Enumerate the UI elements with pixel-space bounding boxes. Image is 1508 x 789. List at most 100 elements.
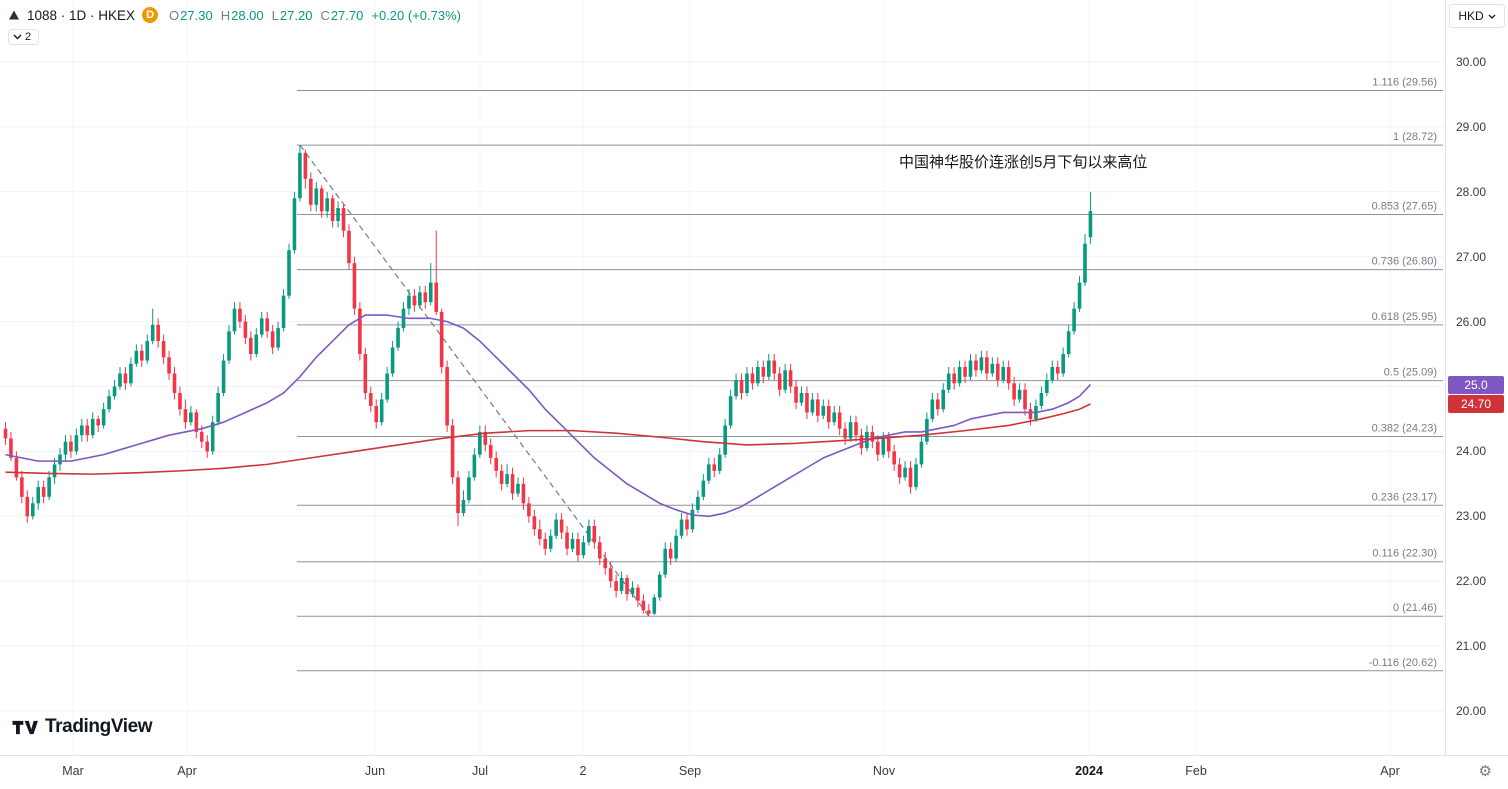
candle-body[interactable]	[543, 539, 548, 549]
candle-body[interactable]	[254, 334, 259, 355]
candle-body[interactable]	[608, 568, 613, 582]
candle-body[interactable]	[472, 454, 477, 478]
candle-body[interactable]	[30, 503, 35, 517]
candle-body[interactable]	[161, 341, 166, 358]
candle-body[interactable]	[990, 363, 995, 374]
candle-body[interactable]	[897, 464, 902, 478]
candle-body[interactable]	[521, 483, 526, 504]
candle-body[interactable]	[314, 188, 319, 205]
candle-body[interactable]	[723, 425, 727, 455]
candle-body[interactable]	[968, 360, 973, 377]
trendline[interactable]	[299, 144, 650, 617]
candle-body[interactable]	[952, 373, 956, 384]
candle-body[interactable]	[766, 360, 771, 377]
candle-body[interactable]	[194, 412, 199, 432]
candle-body[interactable]	[101, 409, 106, 426]
candle-body[interactable]	[129, 363, 133, 384]
candle-body[interactable]	[1023, 389, 1027, 410]
candle-body[interactable]	[374, 405, 379, 423]
candle-body[interactable]	[69, 441, 73, 452]
candle-body[interactable]	[641, 600, 646, 611]
candle-body[interactable]	[985, 357, 989, 374]
candle-body[interactable]	[979, 357, 984, 371]
candle-body[interactable]	[826, 405, 831, 423]
candle-body[interactable]	[739, 380, 744, 393]
candle-body[interactable]	[270, 331, 275, 348]
candle-body[interactable]	[668, 548, 673, 559]
candle-body[interactable]	[150, 324, 155, 342]
candle-body[interactable]	[935, 399, 940, 410]
candle-body[interactable]	[145, 341, 150, 361]
candle-body[interactable]	[946, 373, 951, 390]
candle-body[interactable]	[36, 487, 41, 504]
candle-body[interactable]	[428, 282, 433, 303]
candle-body[interactable]	[390, 347, 395, 374]
candle-body[interactable]	[886, 438, 891, 452]
candle-body[interactable]	[587, 526, 591, 543]
candle-body[interactable]	[243, 321, 248, 338]
candle-body[interactable]	[167, 357, 171, 374]
candle-body[interactable]	[843, 428, 847, 439]
candle-body[interactable]	[532, 516, 537, 530]
candle-body[interactable]	[597, 542, 602, 559]
candle-body[interactable]	[1088, 211, 1093, 238]
candle-body[interactable]	[309, 178, 313, 205]
candle-body[interactable]	[499, 470, 504, 484]
candle-body[interactable]	[685, 519, 689, 530]
chart-annotation-text[interactable]: 中国神华股价连涨创5月下旬以来高位	[899, 154, 1148, 171]
candle-body[interactable]	[259, 318, 264, 335]
candle-body[interactable]	[657, 574, 662, 598]
candle-body[interactable]	[707, 464, 711, 481]
candle-body[interactable]	[336, 208, 340, 222]
candle-body[interactable]	[734, 380, 738, 397]
candle-body[interactable]	[488, 444, 493, 458]
candle-body[interactable]	[919, 441, 924, 465]
candle-body[interactable]	[90, 418, 95, 436]
candle-body[interactable]	[47, 477, 51, 497]
candle-body[interactable]	[696, 496, 700, 510]
candle-body[interactable]	[1072, 308, 1076, 332]
candle-body[interactable]	[368, 392, 373, 406]
time-axis[interactable]: ⚙ Mar Apr Jun Jul 2 Sep Nov 2024 Feb Apr	[0, 755, 1508, 789]
candle-body[interactable]	[505, 474, 509, 484]
candle-body[interactable]	[439, 311, 444, 368]
candle-body[interactable]	[80, 425, 84, 436]
candle-body[interactable]	[870, 431, 875, 442]
candle-body[interactable]	[527, 503, 531, 517]
candle-body[interactable]	[816, 399, 820, 416]
candle-body[interactable]	[565, 532, 569, 549]
candle-body[interactable]	[401, 308, 406, 329]
candle-body[interactable]	[227, 331, 231, 361]
candle-body[interactable]	[292, 198, 297, 251]
candle-body[interactable]	[805, 392, 809, 413]
candle-body[interactable]	[903, 467, 907, 478]
candle-body[interactable]	[287, 250, 291, 296]
candle-body[interactable]	[1028, 409, 1033, 419]
candle-body[interactable]	[265, 318, 269, 332]
candle-body[interactable]	[276, 328, 280, 348]
candle-body[interactable]	[663, 548, 667, 575]
candle-body[interactable]	[85, 425, 90, 436]
candle-body[interactable]	[385, 373, 389, 400]
candle-body[interactable]	[837, 412, 842, 429]
candle-body[interactable]	[995, 363, 1000, 381]
candle-body[interactable]	[303, 152, 308, 179]
candle-body[interactable]	[232, 308, 237, 332]
candle-body[interactable]	[554, 519, 558, 536]
candle-body[interactable]	[281, 295, 286, 329]
candle-body[interactable]	[52, 464, 57, 478]
candle-body[interactable]	[592, 526, 597, 543]
candle-body[interactable]	[298, 152, 302, 199]
candle-body[interactable]	[821, 405, 826, 416]
candle-body[interactable]	[603, 558, 608, 569]
candle-body[interactable]	[881, 438, 886, 455]
candle-body[interactable]	[445, 367, 449, 426]
candle-body[interactable]	[810, 399, 815, 413]
candle-body[interactable]	[788, 370, 793, 387]
candle-body[interactable]	[614, 581, 618, 591]
candle-body[interactable]	[20, 477, 24, 497]
candle-body[interactable]	[794, 386, 798, 403]
candle-body[interactable]	[652, 597, 657, 614]
candle-body[interactable]	[9, 438, 13, 458]
candle-body[interactable]	[494, 457, 498, 471]
